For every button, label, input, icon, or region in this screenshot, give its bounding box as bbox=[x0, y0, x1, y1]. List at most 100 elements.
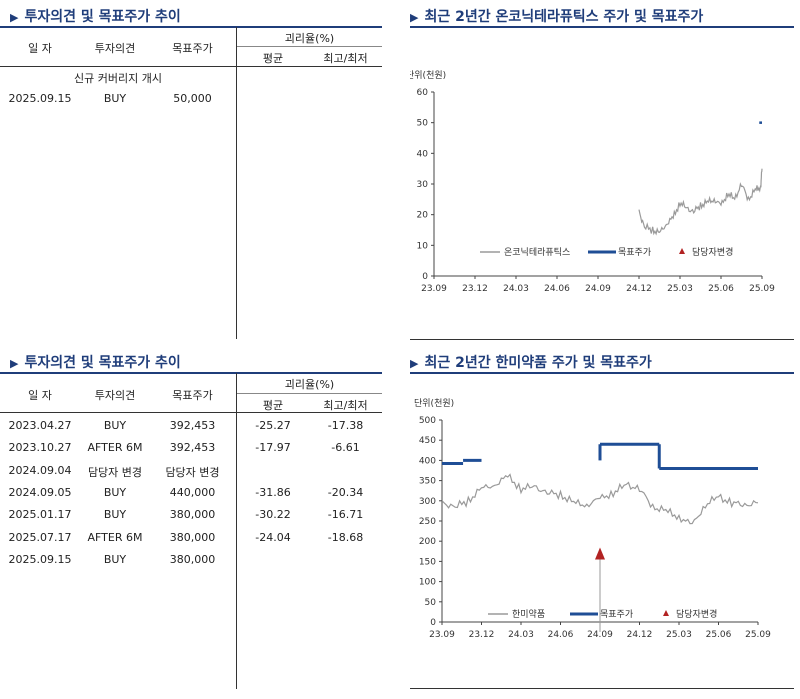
table2-cell-opinion: AFTER 6M bbox=[87, 441, 143, 455]
table2-cell-date: 2025.01.17 bbox=[8, 508, 72, 522]
x-tick-label: 23.12 bbox=[469, 630, 495, 640]
table2-cell-date: 2024.09.05 bbox=[8, 485, 72, 499]
table2-cell-target: 담당자 변경 bbox=[165, 465, 220, 479]
table2-cell-avg: -17.97 bbox=[255, 441, 291, 455]
table1-header-opinion: 투자의견 bbox=[94, 42, 136, 55]
y-tick-label: 200 bbox=[419, 537, 436, 547]
table1-title-text: 투자의견 및 목표주가 추이 bbox=[24, 9, 181, 25]
x-tick-label: 25.06 bbox=[706, 630, 732, 640]
y-axis-unit-label: 단위(천원) bbox=[414, 398, 454, 409]
x-tick-label: 24.03 bbox=[508, 630, 534, 640]
x-tick-label: 23.12 bbox=[462, 284, 488, 294]
table1-divider bbox=[236, 27, 237, 339]
table1-header-target: 목표주가 bbox=[172, 42, 213, 55]
table1-note: 신규 커버리지 개시 bbox=[74, 72, 162, 85]
chart2-title: ▶ 최근 2년간 한미약품 주가 및 목표주가 bbox=[410, 352, 652, 372]
legend-marker-icon bbox=[679, 248, 685, 254]
table2-header-avg: 평균 bbox=[262, 399, 284, 412]
table2-header-gap: 괴리율(%) bbox=[284, 378, 335, 391]
table2-cell-hilo: -16.71 bbox=[327, 508, 364, 522]
y-tick-label: 300 bbox=[419, 497, 436, 507]
table2-title: ▶ 투자의견 및 목표주가 추이 bbox=[10, 352, 181, 372]
table2-cell-target: 392,453 bbox=[169, 441, 216, 455]
triangle-icon: ▶ bbox=[10, 11, 19, 24]
triangle-icon: ▶ bbox=[410, 357, 419, 370]
table1-header-hilo: 최고/최저 bbox=[323, 52, 368, 65]
table1-cell-target: 50,000 bbox=[173, 92, 212, 105]
x-tick-label: 24.12 bbox=[626, 284, 652, 294]
x-tick-label: 25.09 bbox=[745, 630, 771, 640]
table2-cell-hilo: -20.34 bbox=[327, 485, 364, 499]
y-tick-label: 10 bbox=[417, 241, 429, 251]
table2-header-opinion: 투자의견 bbox=[94, 389, 136, 402]
table1-header-gap: 괴리율(%) bbox=[284, 32, 335, 45]
table1-header-date: 일 자 bbox=[28, 42, 52, 55]
table1-cell-opinion: BUY bbox=[103, 92, 127, 105]
table2-cell-target: 380,000 bbox=[169, 552, 216, 566]
triangle-icon: ▶ bbox=[410, 11, 419, 24]
table2-cell-opinion: 담당자 변경 bbox=[87, 465, 143, 479]
y-tick-label: 500 bbox=[419, 416, 436, 426]
y-tick-label: 250 bbox=[419, 517, 436, 527]
chart2-top-border bbox=[410, 372, 794, 374]
table1-title: ▶ 투자의견 및 목표주가 추이 bbox=[10, 6, 181, 26]
table1-cell-date: 2025.09.15 bbox=[8, 92, 72, 105]
y-tick-label: 450 bbox=[419, 436, 436, 446]
table2-cell-opinion: BUY bbox=[103, 552, 127, 566]
x-tick-label: 24.09 bbox=[587, 630, 613, 640]
y-tick-label: 0 bbox=[430, 618, 436, 628]
legend-marker-label: 담당자변경 bbox=[692, 246, 733, 258]
table2-cell-avg: -25.27 bbox=[255, 419, 291, 432]
chart1-svg: 단위(천원) 0 10 20 30 40 50 60 23.09 23.12 24.03 24.06 2… bbox=[410, 70, 775, 294]
x-tick-label: 25.06 bbox=[708, 284, 734, 294]
price-line bbox=[441, 473, 759, 525]
y-tick-label: 50 bbox=[417, 119, 429, 129]
x-tick-label: 23.09 bbox=[429, 630, 455, 640]
table2-cell-hilo: -17.38 bbox=[327, 419, 364, 432]
x-tick-label: 25.03 bbox=[667, 284, 693, 294]
y-tick-label: 100 bbox=[419, 578, 436, 588]
table2-header-date: 일 자 bbox=[28, 389, 52, 402]
y-tick-label: 0 bbox=[422, 272, 428, 282]
triangle-icon: ▶ bbox=[10, 357, 19, 370]
price-line bbox=[638, 168, 763, 236]
x-tick-label: 24.09 bbox=[585, 284, 611, 294]
table2-cell-date: 2023.10.27 bbox=[8, 441, 72, 455]
chart2-title-text: 최근 2년간 한미약품 주가 및 목표주가 bbox=[424, 355, 652, 371]
legend-marker-label: 담당자변경 bbox=[676, 608, 717, 620]
table2-divider bbox=[236, 373, 237, 689]
table2-title-text: 투자의견 및 목표주가 추이 bbox=[24, 355, 181, 371]
table2-cell-avg: -30.22 bbox=[255, 508, 291, 522]
table2-cell-target: 440,000 bbox=[169, 485, 216, 499]
chart1-title-text: 최근 2년간 온코닉테라퓨틱스 주가 및 목표주가 bbox=[424, 9, 704, 25]
y-tick-label: 50 bbox=[425, 598, 437, 608]
table2-header-target: 목표주가 bbox=[172, 389, 213, 402]
legend-target-label: 목표주가 bbox=[600, 609, 633, 620]
table1-header-bottom bbox=[0, 66, 382, 67]
table2-header-bottom bbox=[0, 412, 382, 413]
x-tick-label: 24.06 bbox=[544, 284, 570, 294]
x-tick-label: 25.09 bbox=[749, 284, 775, 294]
table2-subheader-line bbox=[237, 393, 382, 394]
table2-cell-opinion: BUY bbox=[103, 485, 127, 499]
table2-cell-date: 2023.04.27 bbox=[8, 419, 72, 432]
legend-price-label: 한미약품 bbox=[512, 608, 545, 620]
table2-cell-date: 2024.09.04 bbox=[8, 463, 72, 477]
table1-header-avg: 평균 bbox=[262, 52, 284, 65]
table2-cell-hilo: -18.68 bbox=[327, 530, 364, 544]
y-tick-label: 30 bbox=[417, 180, 429, 190]
x-tick-label: 24.06 bbox=[548, 630, 574, 640]
table2-cell-target: 392,453 bbox=[169, 419, 216, 432]
y-tick-label: 60 bbox=[417, 88, 429, 98]
y-tick-label: 20 bbox=[417, 211, 429, 221]
table2-cell-target: 380,000 bbox=[169, 530, 216, 544]
y-tick-label: 400 bbox=[419, 456, 436, 466]
x-tick-label: 23.09 bbox=[421, 284, 447, 294]
table1-top-border bbox=[0, 26, 382, 28]
y-tick-label: 350 bbox=[419, 477, 436, 487]
legend-target-label: 목표주가 bbox=[618, 247, 651, 258]
table2-cell-date: 2025.09.15 bbox=[8, 552, 72, 566]
table2-cell-opinion: BUY bbox=[103, 419, 127, 432]
table2-cell-opinion: AFTER 6M bbox=[87, 530, 143, 544]
table2-header-hilo: 최고/최저 bbox=[323, 399, 368, 412]
